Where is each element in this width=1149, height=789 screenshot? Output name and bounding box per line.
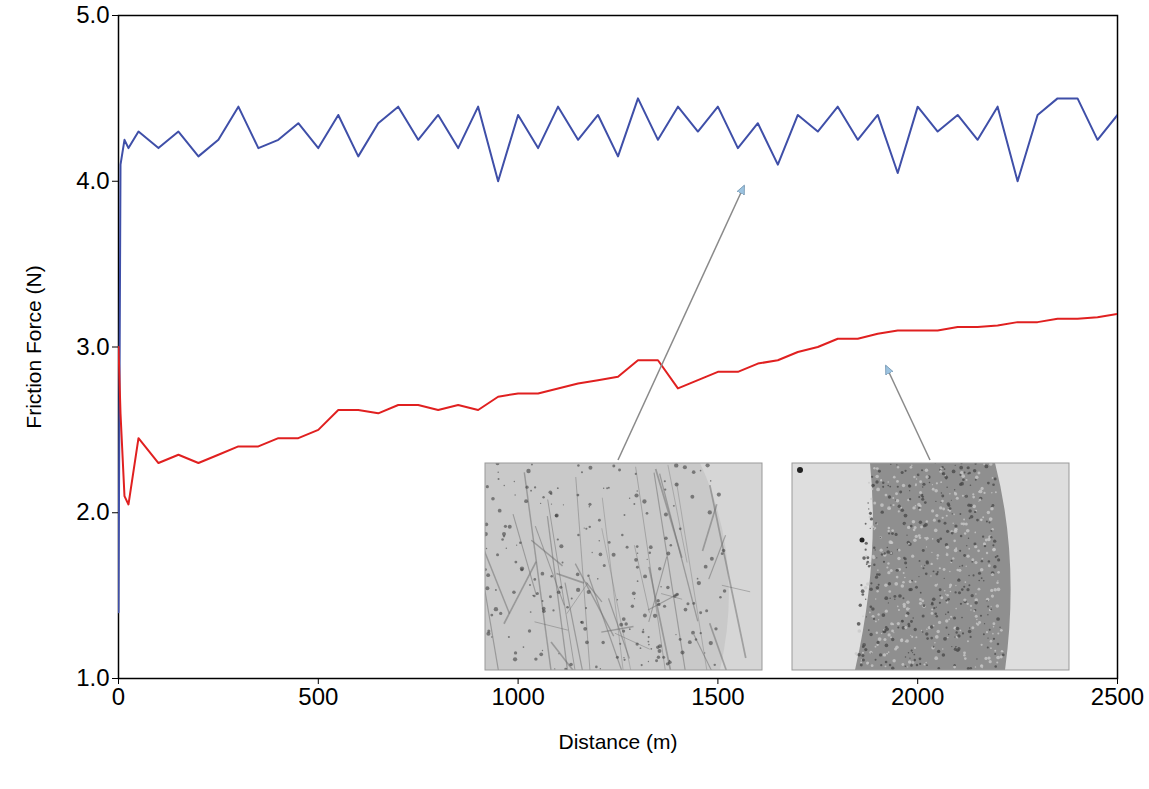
svg-text:1000: 1000 [491, 683, 544, 710]
svg-text:Distance (m): Distance (m) [558, 730, 677, 753]
svg-text:2.0: 2.0 [76, 498, 109, 525]
svg-text:5.0: 5.0 [76, 1, 109, 28]
svg-text:2000: 2000 [891, 683, 944, 710]
svg-text:2500: 2500 [1091, 683, 1144, 710]
svg-text:1.0: 1.0 [76, 664, 109, 691]
svg-text:Friction Force (N): Friction Force (N) [22, 265, 45, 428]
svg-text:0: 0 [112, 683, 125, 710]
svg-text:1500: 1500 [691, 683, 744, 710]
svg-text:3.0: 3.0 [76, 333, 109, 360]
svg-text:500: 500 [298, 683, 338, 710]
svg-text:4.0: 4.0 [76, 167, 109, 194]
